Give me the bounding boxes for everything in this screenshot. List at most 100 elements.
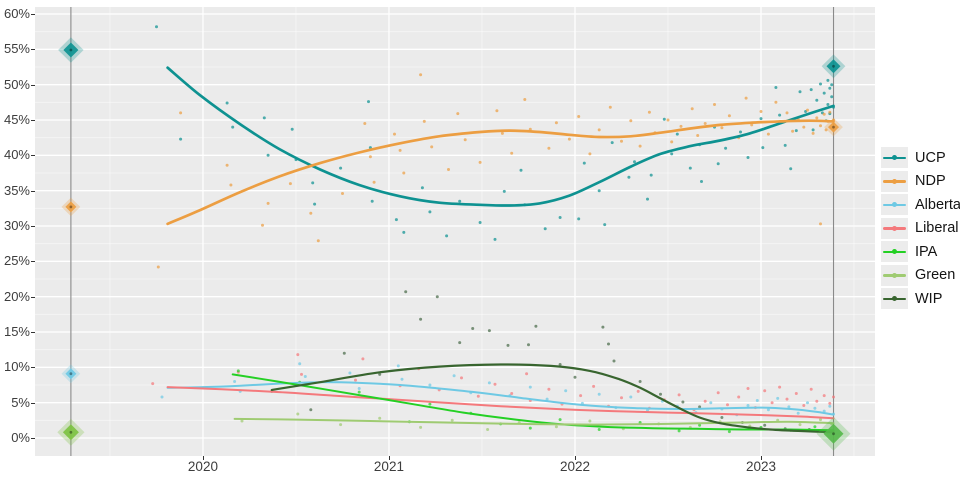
poll-dot-liberal — [151, 382, 155, 386]
poll-dot-ucp — [627, 175, 631, 179]
election-marker-alberta — [65, 368, 77, 380]
y-tick-label: 30% — [3, 218, 30, 233]
election-marker-ndp — [828, 121, 839, 133]
poll-dot-wip — [638, 380, 642, 383]
poll-dot-wip — [527, 343, 530, 347]
y-tick-label: 40% — [3, 147, 30, 163]
poll-dot-ndp — [500, 131, 504, 135]
poll-dot-wip — [659, 392, 662, 396]
poll-dot-ndp — [372, 180, 376, 184]
y-tick-label: 5% — [11, 394, 30, 410]
poll-dot-alberta — [233, 380, 237, 383]
poll-dot-ucp — [739, 130, 742, 134]
poll-dot-ndp — [523, 98, 527, 101]
poll-dot-ndp — [554, 121, 558, 125]
poll-dot-ucp — [582, 161, 586, 165]
poll-dot-ndp — [791, 129, 795, 133]
poll-dot-alberta — [160, 395, 164, 399]
poll-dot-ndp — [398, 148, 402, 152]
poll-dot-alberta — [766, 408, 770, 412]
trend-line-ipa — [231, 373, 835, 432]
poll-dot-alberta — [564, 389, 568, 393]
poll-dot-ndp — [828, 110, 832, 114]
poll-dot-ucp — [543, 227, 547, 231]
x-tick-mark — [202, 456, 204, 460]
poll-dot-ndp — [229, 183, 233, 187]
poll-dot-green — [419, 425, 423, 429]
poll-dot-alberta — [755, 399, 759, 402]
poll-dot-ndp — [608, 105, 612, 109]
trend-line-ndp — [166, 119, 835, 226]
poll-dot-ucp — [774, 86, 778, 89]
poll-dot-green — [450, 418, 454, 422]
poll-dot-ucp — [311, 181, 315, 185]
poll-dot-ndp — [547, 146, 551, 150]
poll-dot-liberal — [296, 353, 300, 357]
poll-dot-alberta — [776, 396, 780, 400]
poll-dot-liberal — [832, 395, 835, 399]
poll-dot-ucp — [367, 100, 370, 104]
legend-key-swatch — [881, 194, 908, 216]
poll-dot-ipa — [698, 423, 702, 427]
poll-dot-ndp — [824, 128, 828, 132]
poll-dot-ndp — [819, 222, 822, 226]
poll-dot-alberta — [357, 387, 361, 390]
poll-dot-alberta — [796, 411, 800, 415]
poll-dot-ucp — [798, 90, 802, 94]
poll-dot-ucp — [493, 237, 497, 241]
election-marker-ucp — [63, 42, 79, 58]
poll-dot-ucp — [822, 91, 826, 95]
poll-dot-wip — [558, 363, 562, 366]
poll-dot-ucp — [828, 86, 832, 90]
election-marker-ucp — [826, 59, 841, 74]
poll-dot-ndp — [806, 108, 809, 112]
poll-dot-green — [588, 419, 592, 423]
poll-dot-ndp — [363, 122, 367, 125]
legend-item-green: Green — [881, 264, 960, 288]
poll-dot-ndp — [744, 96, 748, 100]
poll-dot-ucp — [478, 221, 482, 224]
legend-label: IPA — [915, 243, 938, 260]
plot-panel — [35, 7, 875, 456]
poll-dot-green — [339, 423, 343, 427]
y-tick-label: 10% — [3, 359, 30, 375]
poll-dot-ucp — [675, 132, 679, 136]
trend-line-green — [233, 417, 835, 426]
y-tick-label: 25% — [3, 253, 30, 269]
election-marker-center — [832, 432, 835, 436]
poll-dot-wip — [573, 375, 577, 379]
poll-dot-liberal — [815, 399, 819, 403]
poll-dot-ndp — [495, 109, 499, 113]
legend-point-sample — [892, 178, 898, 184]
poll-dot-ndp — [368, 155, 372, 159]
poll-dot-wip — [763, 423, 767, 427]
poll-dot-ucp — [266, 153, 270, 157]
poll-dot-ucp — [262, 116, 266, 120]
poll-dot-ndp — [713, 103, 716, 106]
poll-dot-wip — [404, 290, 408, 294]
poll-dot-green — [486, 428, 490, 431]
poll-dot-alberta — [487, 381, 491, 385]
x-tick-label: 2020 — [187, 459, 218, 474]
poll-dot-ucp — [826, 103, 830, 106]
legend-point-sample — [892, 296, 898, 302]
poll-dot-ucp — [811, 128, 815, 132]
legend-point-sample — [892, 272, 898, 278]
trend-line-liberal — [166, 386, 835, 420]
x-tick-label: 2021 — [373, 459, 404, 474]
poll-dot-ipa — [236, 369, 240, 373]
poll-dot-ucp — [794, 129, 798, 133]
poll-dot-ipa — [677, 429, 681, 433]
x-tick-label: 2023 — [745, 459, 776, 474]
legend-key-swatch — [881, 241, 908, 263]
legend-item-liberal: Liberal — [881, 217, 960, 241]
legend-item-wip: WIP — [881, 287, 960, 311]
poll-dot-ucp — [830, 95, 834, 99]
poll-dot-ucp — [646, 197, 649, 201]
poll-dot-alberta — [528, 385, 532, 389]
poll-dot-wip — [419, 317, 423, 321]
poll-dot-ipa — [813, 425, 817, 429]
poll-dot-alberta — [428, 383, 432, 387]
poll-dot-liberal — [493, 382, 497, 386]
